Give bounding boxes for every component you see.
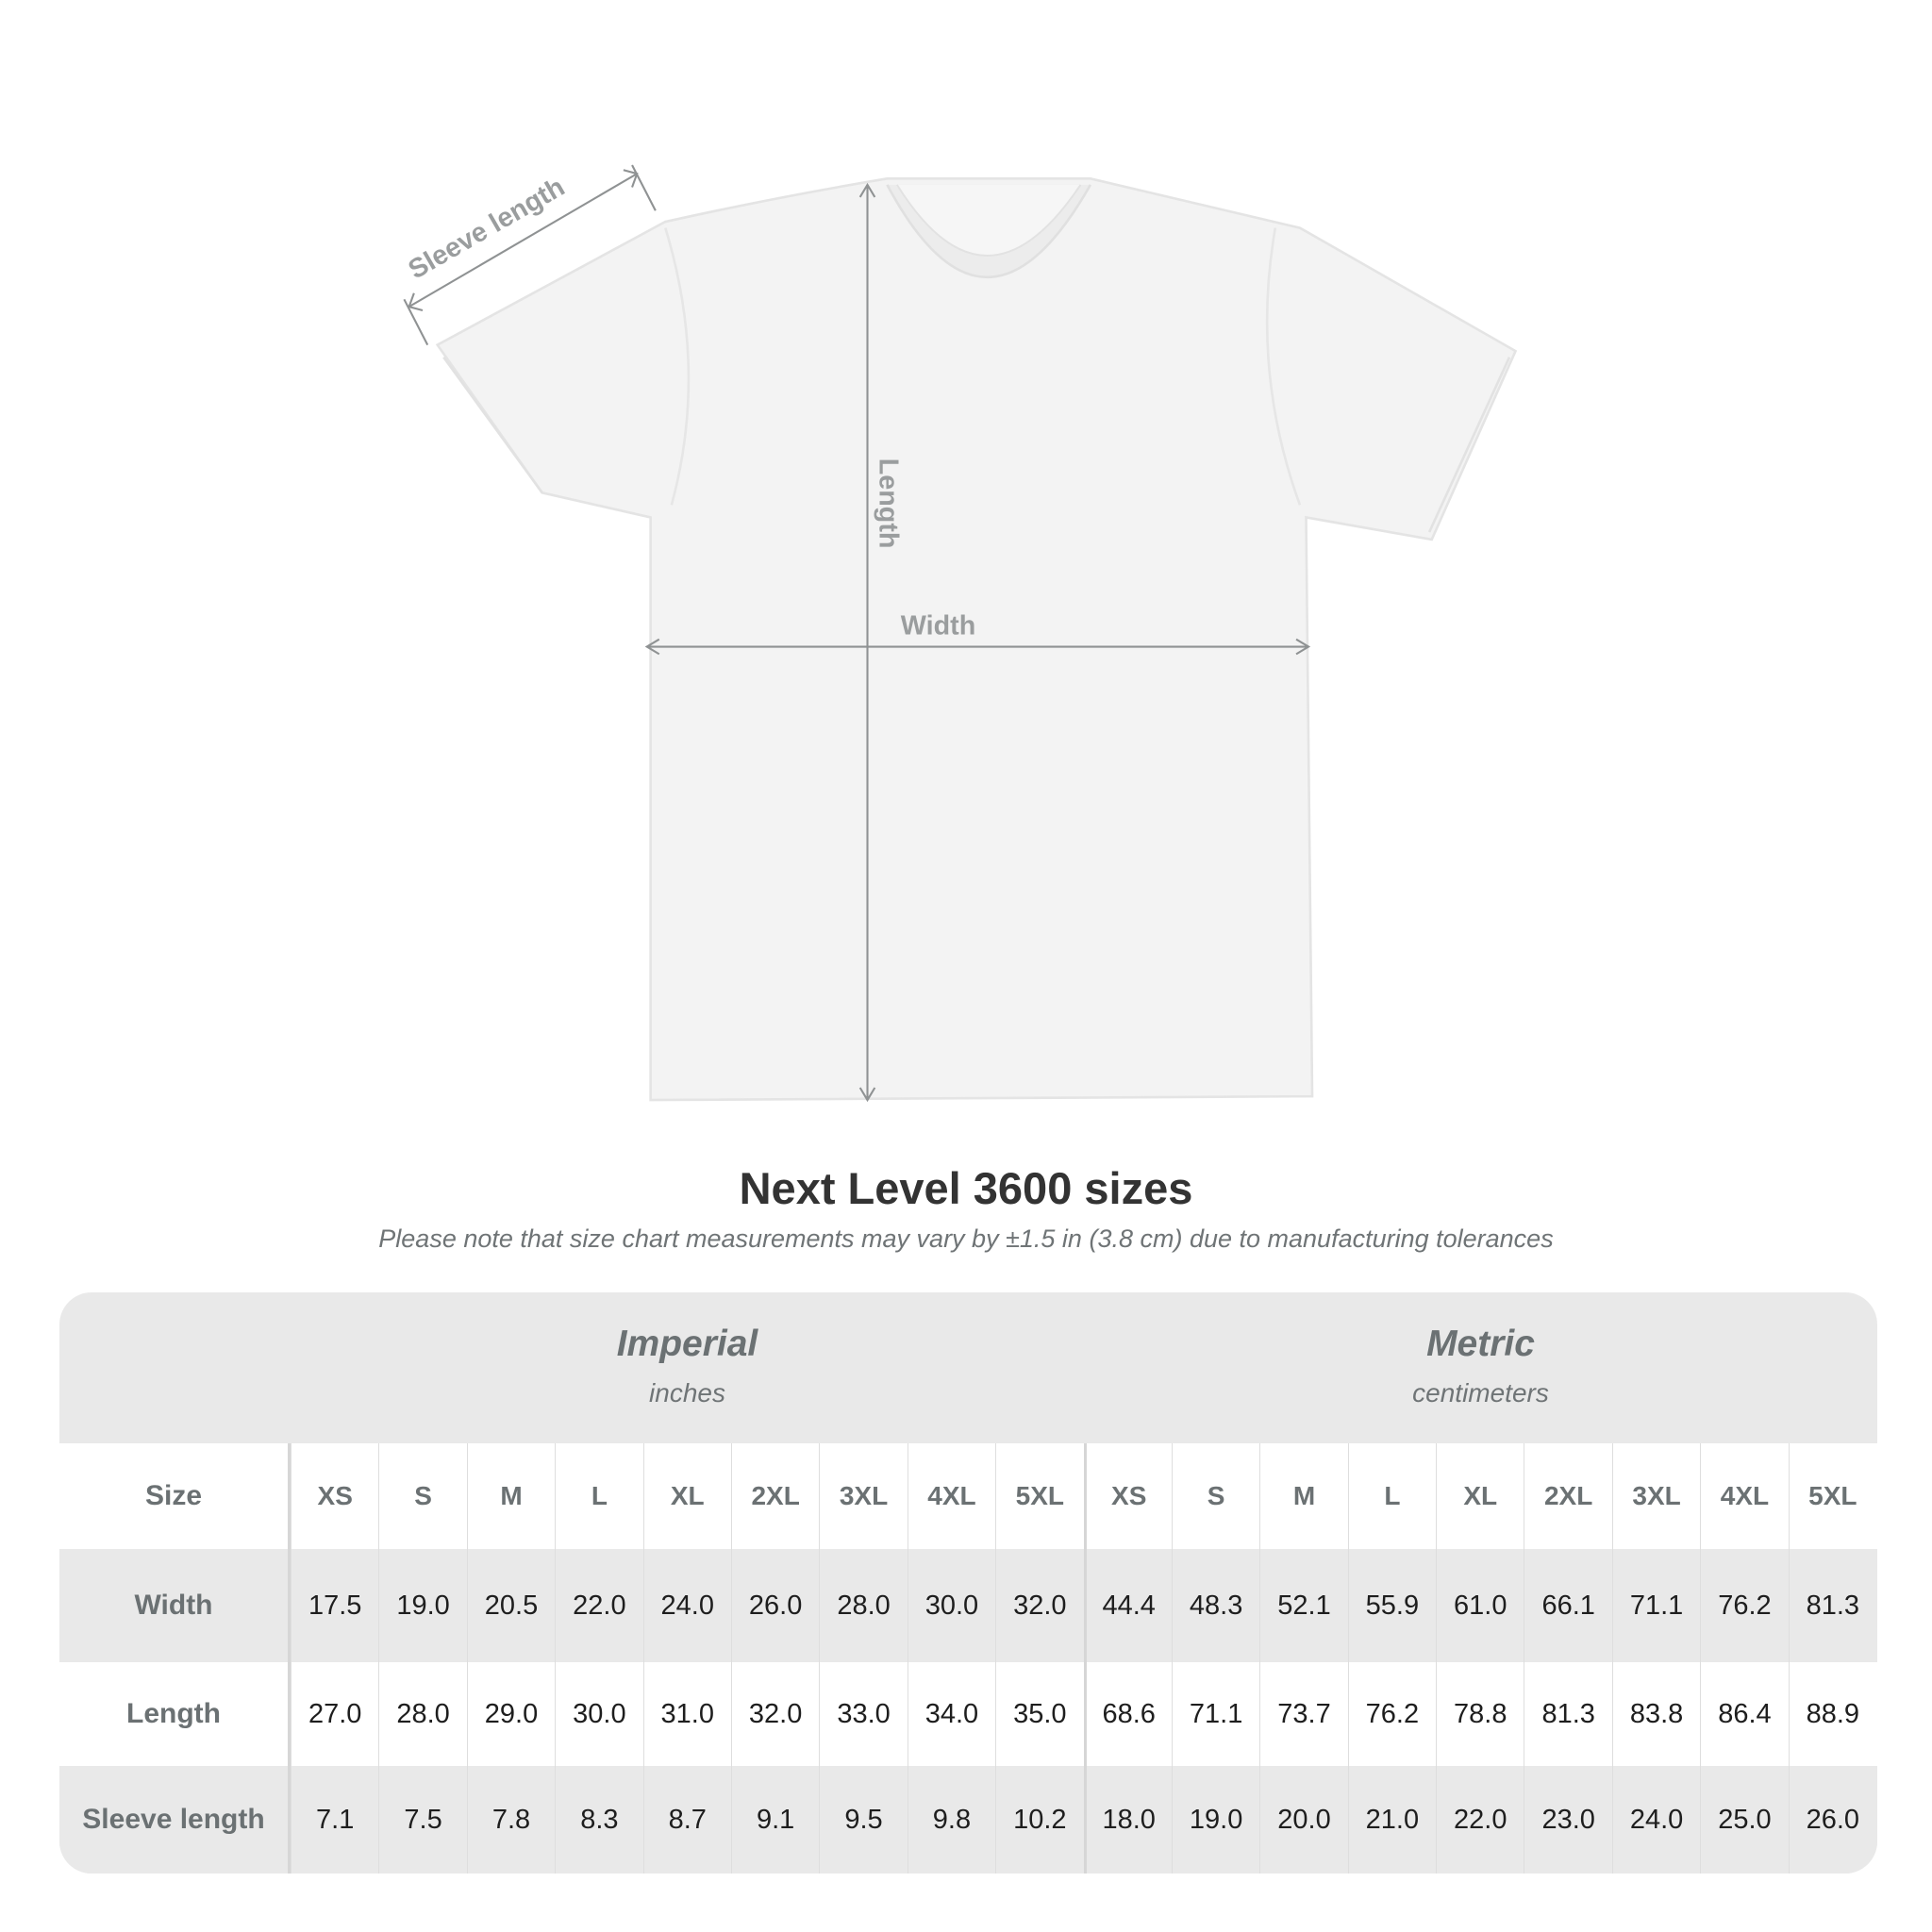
metric-value-cell: 81.3 xyxy=(1788,1549,1876,1662)
imperial-size-header: 3XL xyxy=(819,1443,907,1549)
metric-value-cell: 73.7 xyxy=(1259,1662,1347,1766)
metric-value-cell: 22.0 xyxy=(1436,1766,1524,1874)
table-row: Sleeve length 7.1 7.5 7.8 8.3 8.7 9.1 9.5 9.8 10.… xyxy=(59,1766,1877,1874)
table-row: Width 17.5 19.0 20.5 22.0 24.0 26.0 28.0 30.0 32.… xyxy=(59,1549,1877,1662)
metric-value-cell: 76.2 xyxy=(1347,1662,1436,1766)
metric-value-cell: 20.0 xyxy=(1259,1766,1347,1874)
length-label: Length xyxy=(874,458,904,549)
metric-value-cell: 81.3 xyxy=(1524,1662,1611,1766)
imperial-value-cell: 22.0 xyxy=(555,1549,642,1662)
row-label: Sleeve length xyxy=(59,1766,291,1874)
metric-value-cell: 26.0 xyxy=(1788,1766,1876,1874)
metric-size-header: XL xyxy=(1436,1443,1524,1549)
metric-value-cell: 24.0 xyxy=(1611,1766,1700,1874)
metric-value-cell: 44.4 xyxy=(1083,1549,1172,1662)
imperial-value-cell: 9.5 xyxy=(819,1766,907,1874)
imperial-value-cell: 34.0 xyxy=(907,1662,995,1766)
row-label: Width xyxy=(59,1549,291,1662)
metric-value-cell: 71.1 xyxy=(1611,1549,1700,1662)
metric-value-cell: 25.0 xyxy=(1700,1766,1788,1874)
imperial-value-cell: 9.8 xyxy=(907,1766,995,1874)
size-chart-table: Imperial inches Metric centimeters Size X… xyxy=(59,1292,1877,1874)
page-title: Next Level 3600 sizes xyxy=(739,1163,1193,1213)
metric-value-cell: 23.0 xyxy=(1524,1766,1611,1874)
imperial-value-cell: 26.0 xyxy=(730,1549,819,1662)
metric-size-header: L xyxy=(1347,1443,1436,1549)
imperial-value-cell: 32.0 xyxy=(730,1662,819,1766)
table-row: Length 27.0 28.0 29.0 30.0 31.0 32.0 33.0 34.0 35… xyxy=(59,1662,1877,1766)
imperial-value-cell: 33.0 xyxy=(819,1662,907,1766)
imperial-size-header: 4XL xyxy=(907,1443,995,1549)
imperial-value-cell: 8.3 xyxy=(555,1766,642,1874)
metric-value-cell: 52.1 xyxy=(1259,1549,1347,1662)
imperial-size-header: M xyxy=(466,1443,555,1549)
imperial-size-header: L xyxy=(555,1443,642,1549)
imperial-value-cell: 31.0 xyxy=(642,1662,731,1766)
measurement-arrows xyxy=(403,164,1311,1103)
imperial-value-cell: 7.5 xyxy=(378,1766,466,1874)
metric-unit: centimeters xyxy=(1412,1378,1549,1407)
metric-size-header: 4XL xyxy=(1700,1443,1788,1549)
imperial-header: Imperial inches xyxy=(291,1292,1084,1443)
metric-value-cell: 55.9 xyxy=(1347,1549,1436,1662)
sleeve-arrow xyxy=(408,173,638,308)
metric-value-cell: 66.1 xyxy=(1524,1549,1611,1662)
metric-size-header: S xyxy=(1171,1443,1259,1549)
imperial-value-cell: 30.0 xyxy=(907,1549,995,1662)
tshirt-image xyxy=(435,177,1518,1102)
metric-value-cell: 86.4 xyxy=(1700,1662,1788,1766)
metric-label: Metric xyxy=(1426,1324,1535,1364)
imperial-value-cell: 29.0 xyxy=(466,1662,555,1766)
row-label: Length xyxy=(59,1662,291,1766)
metric-value-cell: 71.1 xyxy=(1171,1662,1259,1766)
imperial-size-header: S xyxy=(378,1443,466,1549)
metric-value-cell: 76.2 xyxy=(1700,1549,1788,1662)
imperial-size-header: XS xyxy=(291,1443,378,1549)
imperial-size-header: 5XL xyxy=(995,1443,1083,1549)
imperial-value-cell: 35.0 xyxy=(995,1662,1083,1766)
tshirt-measurement-diagram: Sleeve length Length Width xyxy=(403,164,1518,1103)
imperial-value-cell: 9.1 xyxy=(730,1766,819,1874)
imperial-value-cell: 28.0 xyxy=(819,1549,907,1662)
imperial-label: Imperial xyxy=(616,1324,758,1364)
metric-size-header: M xyxy=(1259,1443,1347,1549)
metric-value-cell: 88.9 xyxy=(1788,1662,1876,1766)
metric-size-header: 5XL xyxy=(1788,1443,1876,1549)
metric-value-cell: 83.8 xyxy=(1611,1662,1700,1766)
imperial-value-cell: 27.0 xyxy=(291,1662,378,1766)
metric-size-header: XS xyxy=(1083,1443,1172,1549)
imperial-value-cell: 10.2 xyxy=(995,1766,1083,1874)
metric-value-cell: 48.3 xyxy=(1171,1549,1259,1662)
imperial-value-cell: 28.0 xyxy=(378,1662,466,1766)
metric-value-cell: 19.0 xyxy=(1171,1766,1259,1874)
metric-header: Metric centimeters xyxy=(1084,1292,1877,1443)
row-label: Size xyxy=(59,1443,291,1549)
imperial-value-cell: 20.5 xyxy=(466,1549,555,1662)
metric-size-header: 3XL xyxy=(1611,1443,1700,1549)
imperial-value-cell: 8.7 xyxy=(642,1766,731,1874)
imperial-size-header: XL xyxy=(642,1443,731,1549)
width-label: Width xyxy=(901,610,975,641)
imperial-value-cell: 17.5 xyxy=(291,1549,378,1662)
imperial-value-cell: 24.0 xyxy=(642,1549,731,1662)
size-header-row: Size XS S M L XL 2XL 3XL 4XL 5XL XS S M L XL 2XL 3XL 4XL 5… xyxy=(59,1443,1877,1549)
metric-size-header: 2XL xyxy=(1524,1443,1611,1549)
imperial-unit: inches xyxy=(649,1378,725,1407)
imperial-value-cell: 7.1 xyxy=(291,1766,378,1874)
metric-value-cell: 21.0 xyxy=(1347,1766,1436,1874)
metric-value-cell: 68.6 xyxy=(1083,1662,1172,1766)
imperial-value-cell: 30.0 xyxy=(555,1662,642,1766)
imperial-size-header: 2XL xyxy=(730,1443,819,1549)
tolerance-note: Please note that size chart measurements… xyxy=(378,1224,1554,1253)
imperial-value-cell: 7.8 xyxy=(466,1766,555,1874)
imperial-value-cell: 32.0 xyxy=(995,1549,1083,1662)
imperial-value-cell: 19.0 xyxy=(378,1549,466,1662)
metric-value-cell: 61.0 xyxy=(1436,1549,1524,1662)
metric-value-cell: 18.0 xyxy=(1083,1766,1172,1874)
metric-value-cell: 78.8 xyxy=(1436,1662,1524,1766)
